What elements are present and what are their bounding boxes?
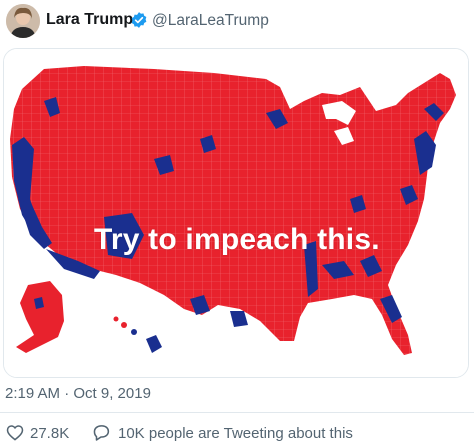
- like-count[interactable]: 27.8K: [30, 425, 70, 442]
- great-lakes: [322, 101, 356, 125]
- tweet-actions: 27.8K 10K people are Tweeting about this: [0, 416, 474, 447]
- speech-bubble-icon[interactable]: [91, 423, 111, 441]
- tweet-header: Lara Trump @LaraLeaTrump: [0, 0, 474, 46]
- county-map-image: [4, 49, 468, 377]
- heart-icon[interactable]: [6, 424, 24, 441]
- blue-counties: [12, 97, 444, 327]
- alaska-shape: [16, 281, 64, 353]
- tweet-media[interactable]: Try to impeach this.: [3, 48, 469, 378]
- map-overlay-text: Try to impeach this.: [94, 223, 380, 256]
- hawaii-shape: [113, 316, 162, 353]
- lake-michigan: [334, 127, 354, 145]
- avatar[interactable]: [6, 4, 40, 38]
- verified-badge-icon: [131, 12, 147, 28]
- divider: [0, 412, 474, 413]
- tweet-timestamp[interactable]: 2:19 AM · Oct 9, 2019: [5, 385, 151, 402]
- author-name[interactable]: Lara Trump: [46, 11, 134, 28]
- conversation-count-link[interactable]: 10K people are Tweeting about this: [118, 425, 353, 442]
- author-handle[interactable]: @LaraLeaTrump: [152, 12, 269, 29]
